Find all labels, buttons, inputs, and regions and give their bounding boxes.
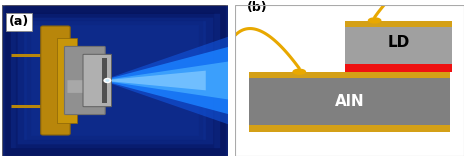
Polygon shape xyxy=(102,46,233,115)
Circle shape xyxy=(103,78,111,83)
Bar xyxy=(249,78,450,125)
Bar xyxy=(345,21,452,27)
FancyBboxPatch shape xyxy=(83,54,111,107)
FancyBboxPatch shape xyxy=(68,80,102,93)
Circle shape xyxy=(105,79,110,82)
Text: (a): (a) xyxy=(9,15,29,28)
FancyBboxPatch shape xyxy=(64,47,105,115)
Bar xyxy=(249,125,450,132)
Bar xyxy=(29,23,201,138)
Text: LD: LD xyxy=(387,35,410,50)
Text: AlN: AlN xyxy=(335,94,364,109)
FancyBboxPatch shape xyxy=(102,58,108,103)
Polygon shape xyxy=(102,61,233,100)
FancyBboxPatch shape xyxy=(56,38,77,123)
Bar xyxy=(249,72,450,78)
Bar xyxy=(235,5,464,156)
Bar xyxy=(345,27,452,64)
Bar xyxy=(345,64,452,72)
Ellipse shape xyxy=(368,17,382,24)
Polygon shape xyxy=(102,35,233,126)
Bar xyxy=(21,17,210,144)
FancyBboxPatch shape xyxy=(41,26,70,135)
Text: (b): (b) xyxy=(247,1,267,14)
Polygon shape xyxy=(102,71,206,90)
Ellipse shape xyxy=(293,69,306,75)
